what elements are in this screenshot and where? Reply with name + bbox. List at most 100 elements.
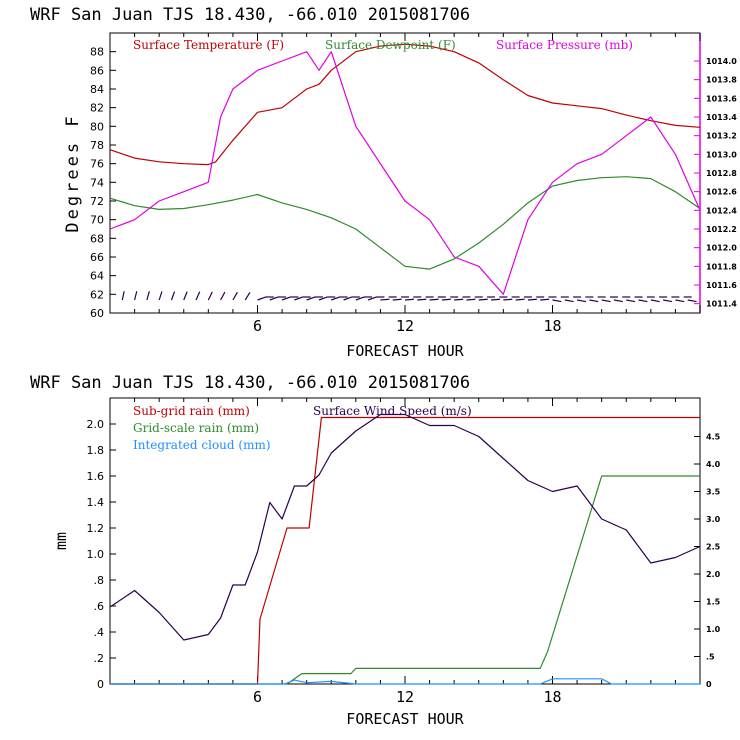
wind-barb [552,299,562,303]
y-tick-label: 74 [90,176,104,189]
y-tick-label: 1.0 [87,548,105,561]
y-tick-label: 64 [90,270,104,283]
wind-barb [441,298,451,301]
wind-barb [417,298,427,301]
y-tick-label: 1.8 [87,444,105,457]
wind-barb [392,298,402,301]
wind-barb [638,299,648,303]
wind-barb [146,291,150,301]
y2-tick-label: 3.0 [706,515,721,524]
wind-barb [540,298,550,301]
wind-barb [613,299,623,303]
series-line-grid-scale-rain-mm [110,475,700,685]
wind-barb [626,299,636,303]
y-tick-label: 80 [90,120,104,133]
y2-tick-label: 1011.8 [706,262,737,271]
y-tick-label: 2.0 [87,418,105,431]
x-tick-label: 18 [543,688,561,706]
y2-tick-label: 1013.4 [706,113,737,122]
wind-barb [367,296,377,301]
y-axis-label: Degrees F [63,113,83,232]
x-tick-label: 6 [253,317,262,335]
wind-barb [220,291,226,301]
wind-barb [576,299,587,303]
wind-barb [318,296,328,301]
y-tick-label: 82 [90,102,104,115]
y2-tick-label: 1011.6 [706,281,737,290]
y2-tick-label: 2.5 [706,543,721,552]
wind-barb [564,299,574,303]
y-tick-label: 1.4 [87,496,105,509]
y-tick-label: 78 [90,139,104,152]
wind-barb [404,298,415,301]
series-line-integrated-cloud-mm [110,678,700,685]
y-tick-label: 60 [90,307,104,320]
wind-barb [490,298,501,301]
y2-tick-label: 1012.6 [706,188,737,197]
wind-barb [675,299,685,303]
y-tick-label: .4 [94,626,105,639]
y-tick-label: 66 [90,251,104,264]
wind-barb [244,292,251,301]
chart-title: WRF San Juan TJS 18.430, -66.010 2015081… [30,5,470,25]
y-tick-label: .6 [94,600,105,613]
series-line-surface-wind-speed-m-s [109,413,701,641]
legend-entry: Surface Dewpoint (F) [325,38,456,52]
wind-barb [343,296,353,301]
y2-tick-label: 4.0 [706,460,721,469]
y-tick-label: 86 [90,64,104,77]
y-tick-label: 70 [90,214,104,227]
wind-barb [515,298,525,301]
series-line-surface-dewpoint-f [109,176,701,270]
wind-barb [589,299,599,303]
wind-barb [121,291,125,301]
wind-barb [663,299,673,303]
y2-tick-label: 1012.4 [706,206,737,215]
wind-barb [601,299,611,303]
y2-tick-label: 1013.8 [706,76,737,85]
y2-tick-label: 2.0 [706,570,721,579]
y2-tick-label: 4.5 [706,433,721,442]
wind-barb [170,291,176,301]
wind-barb [331,296,340,301]
legend-entry: Sub-grid rain (mm) [133,404,250,418]
wind-barb [466,298,476,301]
y-tick-label: 68 [90,232,104,245]
wind-barb [294,296,304,301]
wind-barb [306,296,316,301]
y2-tick-label: 1012.0 [706,244,737,253]
series-line-surface-pressure-mb [109,51,701,295]
chart-title: WRF San Juan TJS 18.430, -66.010 2015081… [30,373,470,393]
x-axis-label: FORECAST HOUR [346,710,464,728]
y-tick-label: 72 [90,195,104,208]
y-axis-label: mm [52,532,70,550]
wind-barb [355,296,365,301]
wind-barb [429,298,439,301]
y2-tick-label: 1012.8 [706,169,737,178]
y2-tick-label: 1011.4 [706,300,737,309]
wind-barb [380,298,390,301]
plot-frame [109,32,701,314]
wind-barb [454,298,464,301]
y2-tick-label: 0 [706,680,712,689]
wind-barb [527,298,537,301]
legend-entry: Surface Temperature (F) [133,38,284,52]
legend-entry: Surface Wind Speed (m/s) [313,404,472,418]
wind-barb [232,291,238,301]
y-tick-label: 62 [90,288,104,301]
y2-tick-label: 1.5 [706,598,721,607]
wind-barb [183,291,188,301]
wind-barb [281,296,291,301]
y-tick-label: 88 [90,46,104,59]
x-tick-label: 6 [253,688,262,706]
series-line-sub-grid-rain-mm [110,416,700,685]
legend-entry: Integrated cloud (mm) [133,438,271,452]
y-tick-label: 1.2 [87,522,105,535]
y2-tick-label: 1.0 [706,625,721,634]
wind-barb [158,291,163,301]
y2-tick-label: 3.5 [706,488,721,497]
y2-tick-label: 1013.2 [706,132,737,141]
wind-barb [478,298,488,301]
x-tick-label: 12 [396,688,414,706]
